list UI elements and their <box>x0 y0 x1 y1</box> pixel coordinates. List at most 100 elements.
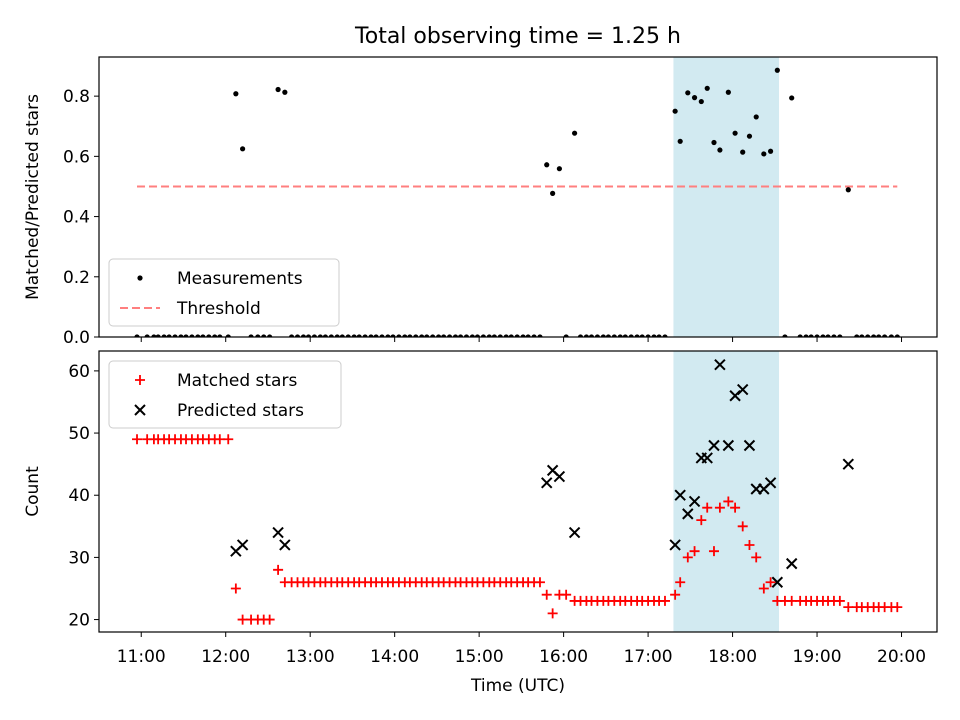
plot-area <box>132 351 903 632</box>
predicted-star-point <box>708 439 720 452</box>
measurement-point <box>717 147 723 153</box>
axes-frame <box>98 350 938 633</box>
predicted-star-point <box>785 557 798 570</box>
predicted-star-point <box>771 576 784 588</box>
measurement-point <box>362 334 368 337</box>
x-tick-label: 20:00 <box>877 647 926 667</box>
x-tick-label: 18:00 <box>708 647 757 667</box>
measurement-point <box>300 334 307 337</box>
legend-label-predicted: Predicted stars <box>177 401 304 421</box>
measurement-point <box>480 334 486 337</box>
measurement-point <box>677 138 683 144</box>
measurement-point <box>588 334 595 337</box>
measurement-point <box>155 334 161 337</box>
measurement-point <box>240 146 246 152</box>
legend: Measurements Threshold <box>108 258 340 327</box>
measurement-point <box>544 162 550 168</box>
measurement-point <box>797 334 803 337</box>
measurement-point <box>753 114 759 120</box>
legend-marker-matched <box>135 375 145 385</box>
matched-star-point <box>737 521 748 532</box>
measurement-point <box>379 334 385 337</box>
measurement-point <box>605 334 611 337</box>
measurement-point <box>746 133 753 139</box>
measurement-point <box>402 334 408 337</box>
y-tick-label: 0.0 <box>63 328 90 348</box>
measurement-point <box>212 334 218 337</box>
measurement-point <box>740 149 746 155</box>
matched-star-point <box>708 546 719 557</box>
measurement-point <box>225 334 231 337</box>
measurement-point <box>628 334 634 337</box>
predicted-star-point <box>688 495 701 508</box>
x-tick-label: 13:00 <box>286 647 335 667</box>
measurement-point <box>206 334 212 337</box>
matched-star-point <box>702 502 713 513</box>
x-tick-label: 14:00 <box>370 647 419 667</box>
measurement-point <box>865 334 871 337</box>
measurement-point <box>339 334 345 337</box>
legend: Matched stars Predicted stars <box>108 360 342 429</box>
y-axis-label: Matched/Predicted stars <box>23 94 43 300</box>
legend-frame <box>108 360 342 429</box>
measurement-point <box>894 334 900 337</box>
y-axis-label: Count <box>23 466 43 517</box>
predicted-star-point <box>736 383 749 396</box>
measurement-point <box>888 334 894 337</box>
measurement-point <box>685 90 691 96</box>
measurement-point <box>424 334 430 337</box>
measurement-point <box>789 95 795 101</box>
matched-star-point <box>723 496 734 507</box>
measurement-point <box>831 334 837 337</box>
matched-star-point <box>765 577 776 588</box>
measurement-point <box>419 334 425 337</box>
measurement-point <box>662 334 668 337</box>
plot-area <box>134 57 900 337</box>
measurement-point <box>463 334 470 337</box>
matched-star-point <box>714 502 725 513</box>
measurement-point <box>577 334 584 337</box>
measurement-point <box>656 334 662 337</box>
measurement-point <box>178 334 184 337</box>
measurement-point <box>390 334 396 337</box>
measurement-point <box>531 334 537 337</box>
predicted-star-point <box>553 470 566 483</box>
predicted-star-point <box>722 439 735 452</box>
matched-star-point <box>670 589 681 600</box>
measurement-point <box>275 86 281 93</box>
measurement-point <box>452 334 459 337</box>
legend-marker-measurements <box>137 275 143 281</box>
matched-star-point <box>689 546 700 557</box>
measurement-point <box>871 334 877 337</box>
measurement-point <box>508 334 514 337</box>
matched-star-point <box>237 614 248 625</box>
x-tick-label: 11:00 <box>117 647 166 667</box>
measurement-point <box>144 334 150 337</box>
x-axis-label: Time (UTC) <box>470 676 565 696</box>
matched-star-point <box>892 602 903 613</box>
measurement-point <box>217 334 223 337</box>
matched-star-point <box>541 589 552 600</box>
measurement-point <box>876 334 882 337</box>
y-tick-label: 20 <box>68 611 90 631</box>
measurement-point <box>698 98 704 105</box>
measurement-point <box>407 334 413 337</box>
predicted-star-point <box>541 477 553 489</box>
measurement-point <box>761 151 767 157</box>
matched-star-point <box>696 515 707 526</box>
measurement-point <box>882 334 888 337</box>
predicted-star-point <box>279 539 291 551</box>
measurement-point <box>200 334 206 337</box>
measurement-point <box>345 334 351 337</box>
highlight-span <box>673 57 780 337</box>
measurement-point <box>289 334 295 337</box>
predicted-star-point <box>743 439 756 452</box>
measurement-point <box>594 334 601 337</box>
matched-star-point <box>273 564 284 575</box>
measurement-point <box>491 334 497 337</box>
y-tick-label: 0.2 <box>63 268 90 288</box>
measurement-point <box>782 334 788 337</box>
legend-marker-predicted <box>134 404 146 416</box>
